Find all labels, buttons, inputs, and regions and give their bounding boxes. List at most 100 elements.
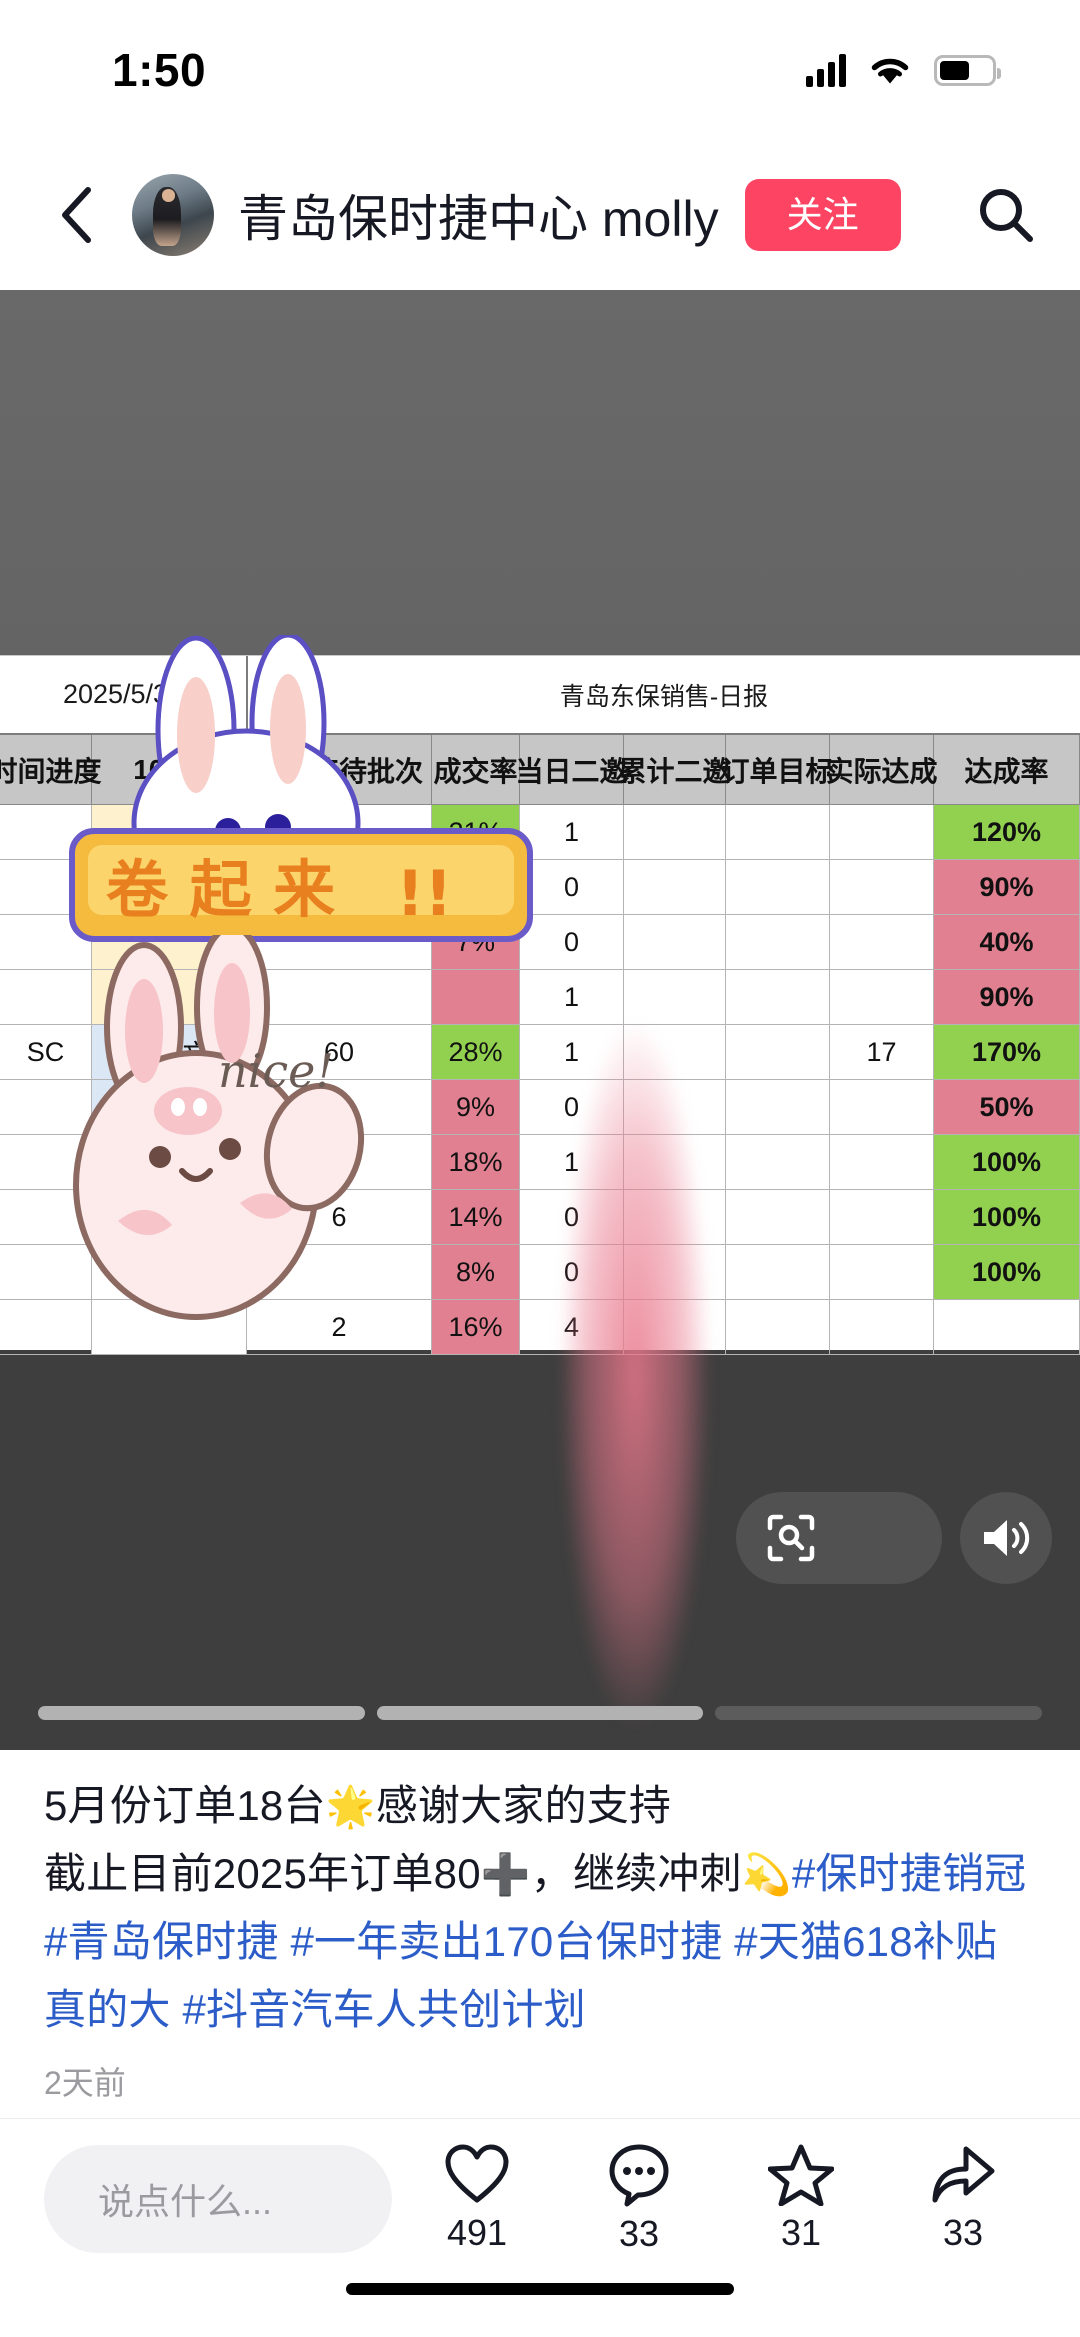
- cell-name: 管: [92, 1245, 247, 1299]
- heart-icon: [445, 2144, 509, 2203]
- cell-goal: [726, 1080, 830, 1134]
- cell-cum2: [624, 1300, 726, 1354]
- plus-emoji: ➕: [480, 1853, 531, 1898]
- sheet-date: 2025/5/31: [0, 656, 248, 733]
- pink-smudge-overlay: [560, 1025, 710, 1725]
- video-segment-0[interactable]: [38, 1706, 365, 1720]
- caption-text-1: 5月份订单18台: [44, 1782, 326, 1829]
- video-segment-2[interactable]: [715, 1706, 1043, 1720]
- hashtag-3[interactable]: #天猫618补贴真的大: [44, 1918, 998, 2034]
- table-row: 管8%0100%: [0, 1245, 1080, 1300]
- cell-goal: [726, 1245, 830, 1299]
- cell-cum2: [624, 1080, 726, 1134]
- cell-rate: [432, 970, 520, 1024]
- cell-actual: [830, 1245, 934, 1299]
- cell-actual: [830, 1135, 934, 1189]
- hashtag-2[interactable]: #一年卖出170台保时捷: [290, 1918, 723, 1966]
- cell-cum2: [624, 1245, 726, 1299]
- like-button[interactable]: 491: [396, 2144, 558, 2254]
- column-header-batch: 本月接待批次: [247, 735, 432, 804]
- avatar[interactable]: [132, 174, 214, 256]
- cell-actual: [830, 1300, 934, 1354]
- hashtag-0[interactable]: #保时捷销冠: [791, 1850, 1027, 1898]
- wifi-icon: [871, 58, 909, 84]
- cell-day2: 0: [520, 860, 624, 914]
- caption-text-4: ，继续冲刺: [530, 1850, 742, 1898]
- scan-search-icon: [767, 1514, 815, 1562]
- column-header-dept: 时间进度: [0, 735, 102, 804]
- comment-button[interactable]: 33: [558, 2143, 720, 2255]
- post-timestamp: 2天前: [44, 2065, 126, 2101]
- star-icon: [768, 2144, 834, 2206]
- cell-name: [92, 1300, 247, 1354]
- table-row: 216%4: [0, 1300, 1080, 1355]
- cell-achievement: 100%: [934, 1190, 1080, 1244]
- cell-achievement: 90%: [934, 860, 1080, 914]
- volume-button[interactable]: [960, 1492, 1052, 1584]
- back-button[interactable]: [44, 183, 108, 247]
- cell-achievement: 50%: [934, 1080, 1080, 1134]
- account-name[interactable]: 青岛保时捷中心 molly: [238, 191, 719, 247]
- table-row: 徐 56 21% 1 120%: [0, 805, 1080, 860]
- spreadsheet-image: 2025/5/31 青岛东保销售-日报 时间进度 100% 本月接待批次 成交率…: [0, 635, 1080, 1725]
- cell-dept: [0, 915, 92, 969]
- like-count: 491: [446, 2212, 508, 2253]
- cell-rate: 18%: [432, 1135, 520, 1189]
- search-icon: [980, 189, 1033, 242]
- cell-actual: [830, 860, 934, 914]
- cell-batch: [247, 1245, 432, 1299]
- cell-name: 何: [92, 860, 247, 914]
- cell-goal: [726, 970, 830, 1024]
- sheet-title-row: 2025/5/31 青岛东保销售-日报: [0, 655, 1080, 735]
- home-indicator: [346, 2283, 734, 2295]
- table-row: 1 90%: [0, 970, 1080, 1025]
- cell-actual: [830, 1080, 934, 1134]
- table-row: 何 22% 0 90%: [0, 860, 1080, 915]
- cell-actual: [830, 970, 934, 1024]
- cell-rate: 9%: [432, 1080, 520, 1134]
- bottom-action-bar: 说点什么... 491 33: [0, 2119, 1080, 2279]
- cell-rate: 21%: [432, 805, 520, 859]
- scan-button[interactable]: [736, 1492, 942, 1584]
- cell-rate: 28%: [432, 1025, 520, 1079]
- cell-achievement: 170%: [934, 1025, 1080, 1079]
- cell-batch: [247, 860, 432, 914]
- cell-cum2: [624, 860, 726, 914]
- cell-achievement: 120%: [934, 805, 1080, 859]
- search-button[interactable]: [968, 177, 1044, 253]
- video-controls: [736, 1492, 1052, 1584]
- cell-achievement: 90%: [934, 970, 1080, 1024]
- cell-dept: [0, 805, 92, 859]
- comment-input[interactable]: 说点什么...: [44, 2145, 392, 2253]
- cell-batch: 54: [247, 1080, 432, 1134]
- cell-batch: 6: [247, 1190, 432, 1244]
- cell-achievement: [934, 1300, 1080, 1354]
- cell-rate: 16%: [432, 1300, 520, 1354]
- sheet-title: 青岛东保销售-日报: [559, 682, 769, 711]
- cell-day2: 1: [520, 970, 624, 1024]
- cell-dept: [0, 970, 92, 1024]
- cell-dept: [0, 1300, 92, 1354]
- chevron-left-icon: [62, 187, 91, 243]
- cell-batch: 60: [247, 1025, 432, 1079]
- video-stage[interactable]: 2025/5/31 青岛东保销售-日报 时间进度 100% 本月接待批次 成交率…: [0, 290, 1080, 1750]
- cell-name: [92, 915, 247, 969]
- video-progress-segments[interactable]: [0, 1706, 1080, 1720]
- cell-rate: 8%: [432, 1245, 520, 1299]
- cell-batch: [247, 915, 432, 969]
- favorite-button[interactable]: 31: [720, 2144, 882, 2254]
- caption-line-2: 截止目前2025年订单80➕，继续冲刺💫#保时捷销冠 #青岛保时捷 #一年卖出1…: [44, 1840, 1036, 2044]
- share-button[interactable]: 33: [882, 2144, 1044, 2254]
- column-header-progress: 100%: [92, 735, 247, 804]
- hashtag-1[interactable]: #青岛保时捷: [44, 1918, 279, 1966]
- sheet-header-row: 时间进度 100% 本月接待批次 成交率 当日二邀 累计二邀 订单目标 实际达成…: [0, 735, 1080, 805]
- caption-line-1: 5月份订单18台🌟感谢大家的支持: [44, 1772, 1036, 1840]
- follow-button[interactable]: 关注: [744, 179, 901, 251]
- cell-name: 孙: [92, 1080, 247, 1134]
- video-segment-1[interactable]: [376, 1706, 704, 1720]
- table-row: 7% 0 40%: [0, 915, 1080, 970]
- hashtag-4[interactable]: #抖音汽车人共创计划: [182, 1986, 586, 2034]
- caption-text-3: 截止目前2025年订单80: [44, 1850, 481, 1898]
